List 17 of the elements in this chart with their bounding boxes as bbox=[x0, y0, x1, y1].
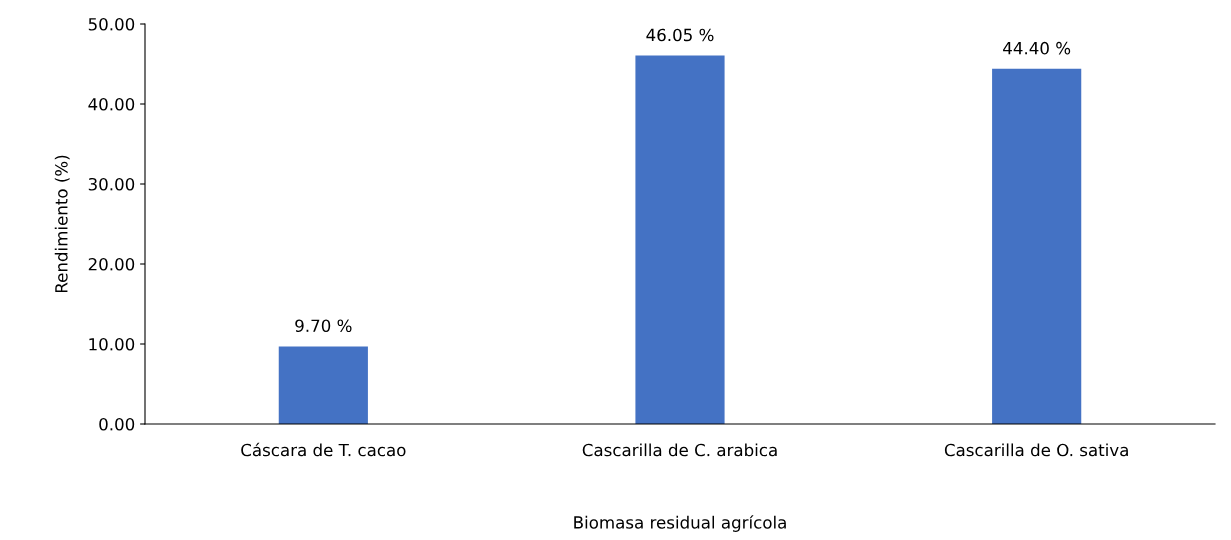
y-tick-label: 20.00 bbox=[88, 257, 135, 271]
data-label: 44.40 % bbox=[1003, 41, 1071, 55]
y-tick-label: 50.00 bbox=[88, 17, 135, 31]
y-axis-title: Rendimiento (%) bbox=[54, 155, 70, 293]
x-tick-label: Cascarilla de C. arabica bbox=[582, 443, 777, 457]
data-label: 9.70 % bbox=[295, 319, 352, 333]
y-tick-label: 10.00 bbox=[89, 337, 135, 351]
bar bbox=[635, 55, 725, 424]
data-label: 46.05 % bbox=[646, 28, 714, 42]
x-tick-label: Cascarilla de O. sativa bbox=[944, 443, 1128, 457]
y-tick-label: 30.00 bbox=[88, 177, 135, 191]
y-tick-label: 40.00 bbox=[88, 97, 135, 111]
x-tick-label: Cáscara de T. cacao bbox=[241, 442, 406, 457]
x-axis-title: Biomasa residual agrícola bbox=[574, 515, 786, 532]
bar bbox=[278, 346, 368, 424]
y-tick-label: 0.00 bbox=[99, 417, 135, 431]
bar bbox=[992, 68, 1082, 424]
